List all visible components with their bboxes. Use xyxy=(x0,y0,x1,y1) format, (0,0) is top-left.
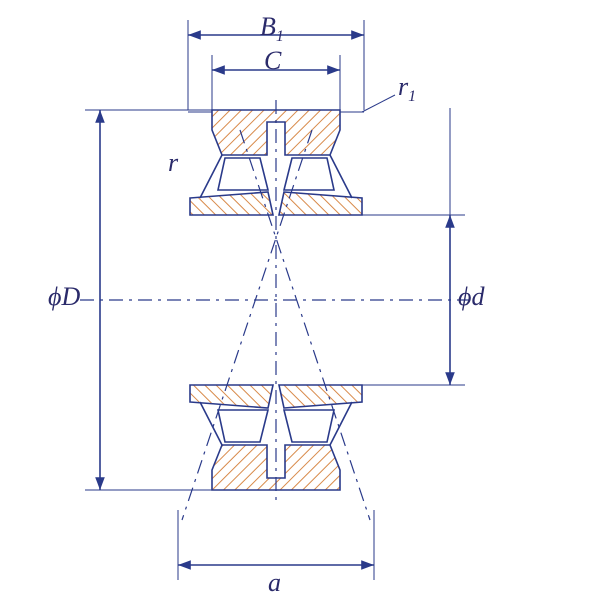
label-r: r xyxy=(168,148,178,178)
inner-ring-top-right xyxy=(279,192,362,215)
roller-top-left xyxy=(218,158,268,190)
label-C: C xyxy=(264,46,281,76)
leader-r1 xyxy=(362,95,395,112)
roller-bottom-left xyxy=(218,410,268,442)
label-a: a xyxy=(268,568,281,598)
roller-top-right xyxy=(284,158,334,190)
inner-ring-bottom-left xyxy=(190,385,273,408)
roller-bottom-right xyxy=(284,410,334,442)
dim-phid xyxy=(362,108,465,385)
centerlines xyxy=(80,100,470,520)
label-r1: r1 xyxy=(398,72,416,106)
bearing-diagram xyxy=(0,0,600,600)
inner-ring-bottom-right xyxy=(279,385,362,408)
label-phiD: ϕD xyxy=(48,282,80,312)
inner-ring-top-left xyxy=(190,192,273,215)
label-B1: B1 xyxy=(260,12,284,46)
label-phid: ϕd xyxy=(458,282,484,312)
